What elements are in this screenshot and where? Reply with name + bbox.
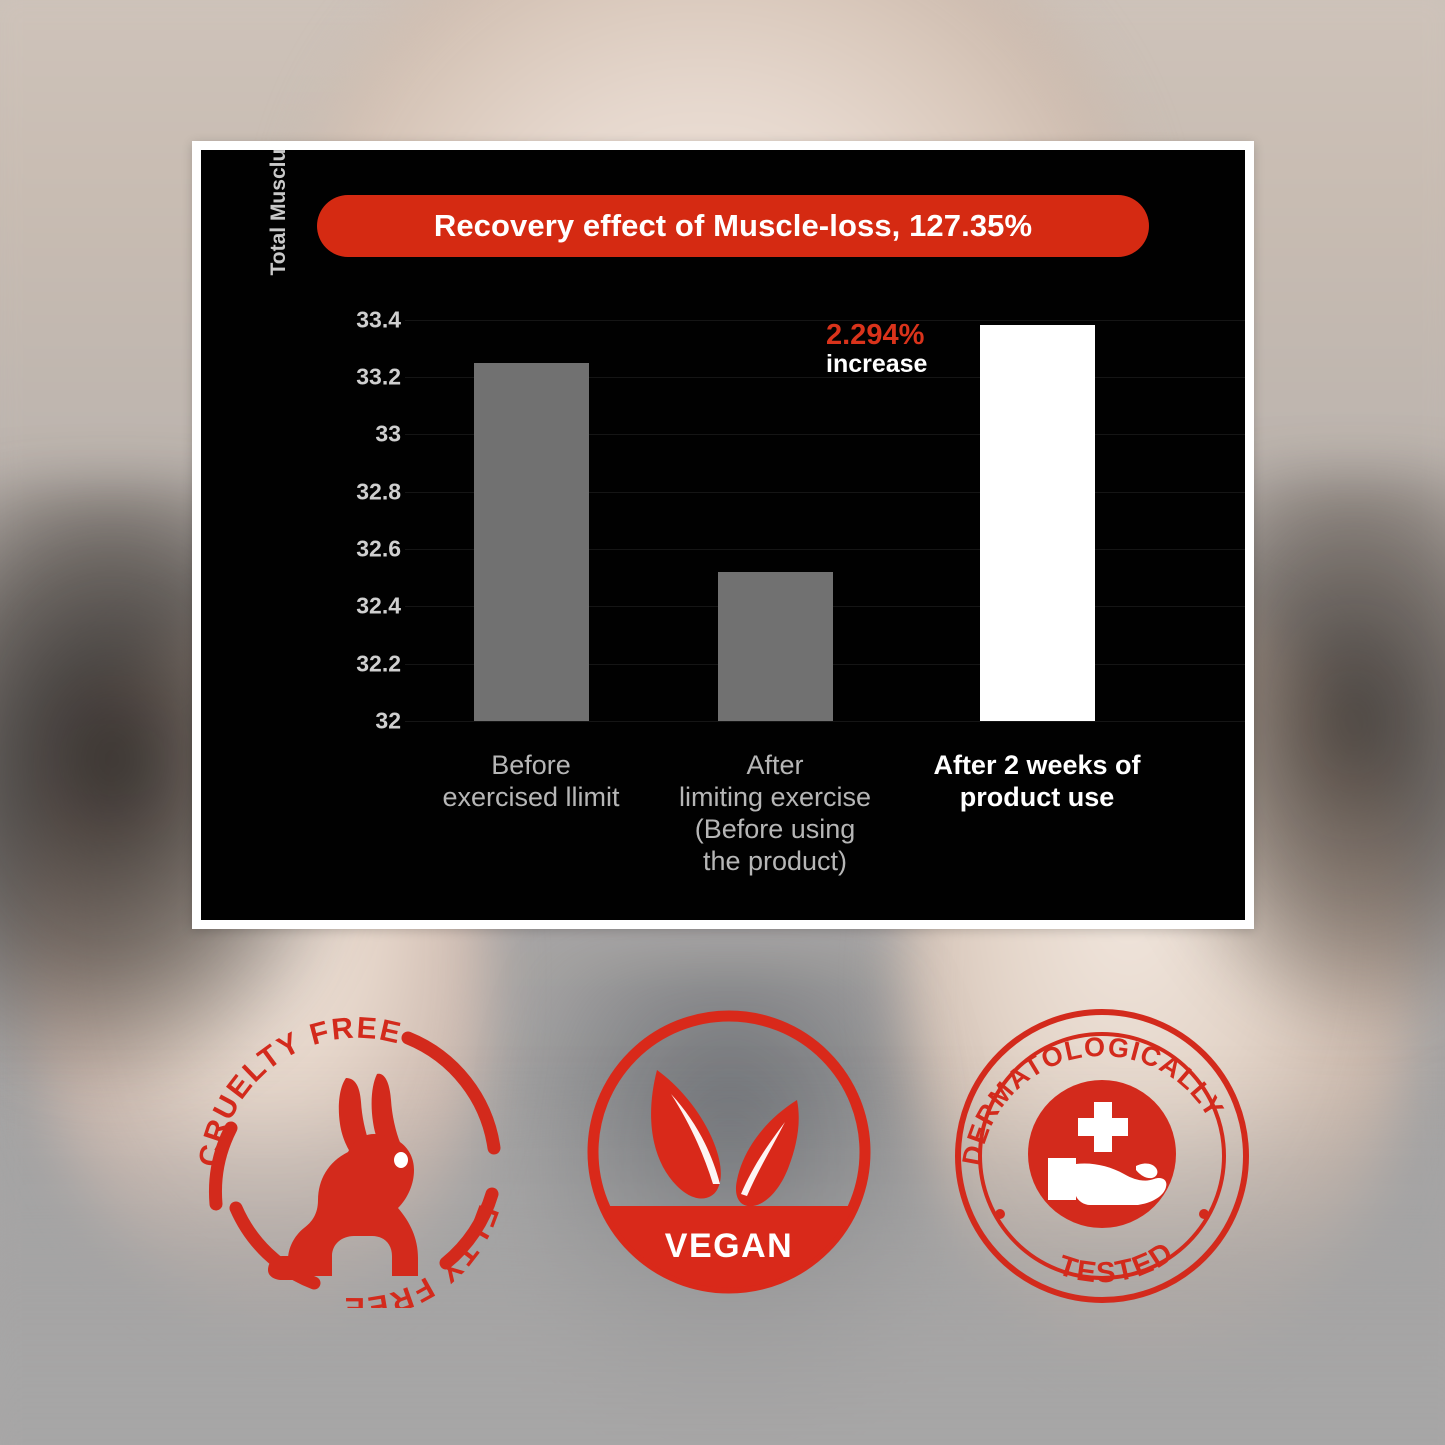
category-label-line: After 2 weeks of: [933, 750, 1141, 780]
increase-word: increase: [826, 350, 928, 379]
gridline: [405, 319, 1245, 321]
category-label-line: Before: [491, 750, 571, 780]
badge-vegan: VEGAN: [585, 1008, 873, 1296]
chart-title: Recovery effect of Muscle-loss, 127.35%: [433, 208, 1033, 243]
gridline: [405, 549, 1245, 550]
gridline: [405, 434, 1245, 436]
x-axis-category-labels: Before exercised llimit After limiting exer…: [210, 750, 1245, 920]
gridline: [405, 491, 1245, 493]
y-tick-label: 32.6: [356, 535, 401, 562]
gridline: [405, 377, 1245, 378]
y-tick-label: 33: [375, 420, 401, 447]
y-tick-label: 32.4: [356, 592, 401, 619]
chart-card: Recovery effect of Muscle-loss, 127.35% …: [192, 141, 1254, 929]
category-label-line: After: [746, 750, 804, 780]
category-label: After limiting exercise (Before using the p…: [625, 750, 925, 877]
category-label: After 2 weeks of product use: [887, 750, 1187, 814]
category-label-line: product use: [959, 781, 1115, 812]
increase-annotation: 2.294% increase: [826, 319, 976, 379]
y-axis-title: Total Muscluloskeletal(kg): [264, 150, 294, 330]
bar: [979, 325, 1095, 721]
category-label-line: exercised llimit: [442, 781, 620, 812]
badge-cruelty-free: CRUELTY FREE ELTY FREE: [193, 1008, 514, 1324]
bar-series: [405, 291, 1245, 721]
y-tick-label: 33.4: [356, 306, 401, 333]
y-tick-label: 32.2: [356, 650, 401, 677]
certification-badges: CRUELTY FREE ELTY FREE: [0, 990, 1445, 1330]
y-axis-tick-labels: 33.4 33.2 33 32.8 32.6 32.4 32.2 32: [311, 291, 401, 732]
category-label-line: limiting exercise: [678, 781, 872, 812]
y-tick-label: 32.8: [356, 478, 401, 505]
vegan-badge-graphic: [587, 1010, 871, 1294]
bar: [717, 571, 833, 721]
y-tick-label: 32: [375, 707, 401, 734]
hand-with-cross-icon: [1048, 1102, 1167, 1205]
rabbit-icon: [268, 1073, 418, 1280]
increase-percent: 2.294%: [826, 319, 925, 351]
cruelty-free-badge-graphic: CRUELTY FREE ELTY FREE: [193, 1012, 503, 1324]
dermatologically-tested-badge-graphic: DERMATOLOGICALLY TESTED: [955, 1009, 1249, 1303]
gridline: [405, 721, 1245, 722]
chart-plot-panel: Recovery effect of Muscle-loss, 127.35% …: [201, 150, 1245, 920]
bar: [473, 362, 589, 721]
badge-dermatologically-tested: DERMATOLOGICALLY TESTED: [952, 1006, 1252, 1306]
derm-bottom-arc-text: TESTED: [1054, 1236, 1180, 1290]
category-label-line: (Before using: [694, 813, 856, 844]
leaves-icon: [651, 1070, 799, 1207]
vegan-label: VEGAN: [664, 1227, 794, 1265]
plot-area: Total Muscluloskeletal(kg) 33.4 33.2 33 32.…: [201, 150, 1245, 920]
y-tick-label: 33.2: [356, 363, 401, 390]
category-label-line: the product): [702, 845, 848, 876]
category-label: Before exercised llimit: [386, 750, 676, 814]
chart-title-pill: Recovery effect of Muscle-loss, 127.35%: [317, 195, 1149, 257]
